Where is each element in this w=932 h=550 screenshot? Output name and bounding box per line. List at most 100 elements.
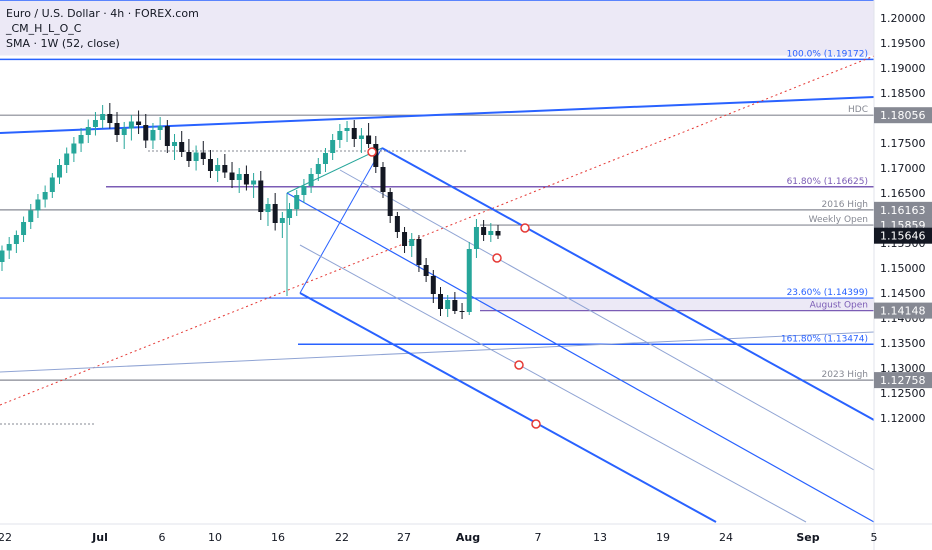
candle — [430, 270, 436, 303]
candle-body — [42, 192, 48, 200]
candle-body — [473, 227, 479, 249]
candle — [42, 185, 48, 208]
candle-body — [164, 126, 170, 146]
level-label: 161.80% (1.13474) — [781, 334, 868, 344]
level-label: 61.80% (1.16625) — [787, 177, 868, 187]
candle — [272, 193, 278, 231]
candle-body — [351, 128, 357, 139]
candle — [437, 287, 443, 316]
candle-body — [200, 152, 206, 159]
pitchfork-inner-lower[interactable] — [299, 244, 807, 523]
candle — [380, 162, 386, 198]
candle-body — [459, 311, 465, 312]
candle — [452, 292, 458, 314]
candle-body — [488, 231, 494, 235]
candle-body — [92, 120, 98, 127]
candle — [114, 112, 120, 142]
touch-marker — [367, 147, 377, 157]
time-axis[interactable]: 22 Jul 6 10 16 22 27 Aug 7 13 19 24 Sep 5 — [0, 523, 932, 544]
candle-body — [402, 232, 408, 246]
pitchfork-handle[interactable] — [286, 147, 383, 194]
candle — [193, 145, 199, 171]
candle — [322, 148, 328, 172]
price-badge-text: 1.16163 — [880, 204, 926, 217]
x-tick-label: 27 — [397, 531, 411, 544]
touch-markers — [367, 147, 541, 429]
candle — [78, 128, 84, 152]
candle-body — [466, 249, 472, 312]
price-badge-text: 1.18056 — [880, 109, 926, 122]
candle-body — [186, 152, 192, 161]
candle-body — [258, 180, 264, 212]
pitchfork-base[interactable] — [299, 147, 383, 294]
candle — [358, 128, 364, 153]
y-tick-label: 1.13000 — [880, 362, 926, 375]
candle — [394, 212, 400, 238]
level-label: August Open — [810, 301, 868, 311]
candle-body — [236, 174, 242, 180]
x-tick-label: 16 — [271, 531, 285, 544]
candle-body — [287, 209, 293, 218]
price-badge-bg — [874, 302, 932, 319]
level-label: 2016 High — [822, 200, 868, 210]
candle-body — [100, 114, 106, 120]
level-label: 2023 High — [822, 370, 868, 380]
pitchfork-median[interactable] — [286, 192, 875, 523]
chart-legend: Euro / U.S. Dollar · 4h · FOREX.com _CM_… — [6, 6, 199, 51]
candle — [243, 165, 249, 191]
price-badge: 1.12758 — [874, 372, 932, 389]
candle — [143, 114, 149, 148]
candle-body — [35, 199, 41, 211]
candle — [136, 110, 142, 134]
y-tick-label: 1.18500 — [880, 87, 926, 100]
y-tick-label: 1.19000 — [880, 62, 926, 75]
price-axis[interactable]: 1.200001.195001.190001.185001.180001.175… — [880, 12, 926, 425]
candle-body — [437, 294, 443, 309]
touch-marker — [520, 223, 530, 233]
candle-body — [71, 143, 77, 154]
candle-body — [136, 121, 142, 125]
candle-body — [207, 159, 213, 171]
x-tick-label: 7 — [535, 531, 542, 544]
candle — [488, 223, 494, 242]
y-tick-label: 1.14500 — [880, 287, 926, 300]
candle-body — [373, 144, 379, 167]
candle — [337, 124, 343, 148]
candle — [128, 115, 134, 141]
candle — [6, 237, 12, 259]
pitchfork-inner-upper[interactable] — [339, 169, 875, 471]
candle-body — [107, 114, 113, 123]
pitchfork-upper[interactable] — [381, 147, 875, 421]
legend-indicator-sma[interactable]: SMA · 1W (52, close) — [6, 37, 120, 50]
legend-symbol[interactable]: Euro / U.S. Dollar · 4h · FOREX.com — [6, 7, 199, 20]
touch-marker — [514, 360, 524, 370]
level-labels: 100.0% (1.19172) HDC 61.80% (1.16625) 2016 … — [781, 49, 868, 380]
candle-body — [387, 192, 393, 216]
candle — [423, 258, 429, 282]
candle — [222, 154, 228, 178]
y-tick-label: 1.19500 — [880, 37, 926, 50]
dotted-trendline[interactable] — [0, 55, 875, 406]
candle-body — [64, 153, 70, 165]
x-tick-label: 19 — [656, 531, 670, 544]
y-tick-label: 1.13500 — [880, 337, 926, 350]
candle — [330, 134, 336, 160]
candle-body — [128, 121, 134, 129]
candle-body — [366, 135, 372, 144]
candle — [28, 204, 34, 229]
candle — [466, 242, 472, 315]
legend-indicator-hloc[interactable]: _CM_H_L_O_C — [6, 22, 82, 35]
touch-marker — [531, 419, 541, 429]
candle-body — [272, 204, 278, 223]
candle-body — [322, 153, 328, 164]
candle-body — [57, 165, 63, 178]
x-tick-label: 22 — [0, 531, 12, 544]
candle — [459, 303, 465, 319]
candle — [35, 194, 41, 218]
price-badge-bg — [874, 372, 932, 389]
pitchfork-lower[interactable] — [299, 292, 717, 523]
candle-body — [358, 135, 364, 139]
level-label: HDC — [848, 105, 868, 115]
x-tick-label: 13 — [593, 531, 607, 544]
